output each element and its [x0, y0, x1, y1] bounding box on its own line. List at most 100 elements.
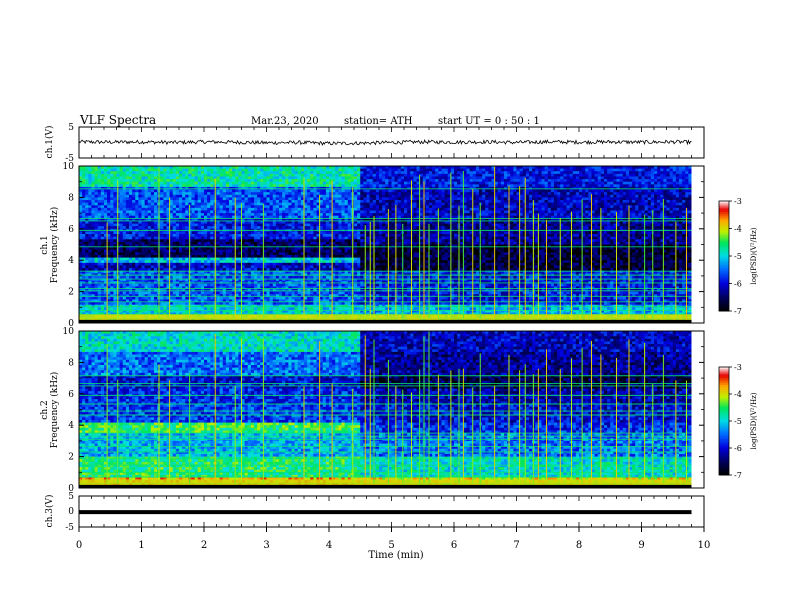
spectrogram-cell	[147, 171, 152, 175]
spectrogram-cell	[266, 218, 271, 222]
spectrogram-cell	[313, 247, 317, 251]
spectrogram-cell	[163, 197, 167, 201]
spectrogram-cell	[279, 220, 283, 224]
spectrogram-cell	[260, 218, 264, 222]
spectrogram-cell	[285, 168, 289, 172]
spectrogram-cell	[304, 270, 308, 274]
spectrogram-cell	[238, 291, 242, 295]
spectrogram-cell	[135, 262, 139, 266]
spectrogram-cell	[166, 226, 171, 230]
spectrogram-cell	[216, 166, 221, 170]
spectrogram-cell	[160, 309, 164, 313]
spectrogram-cell	[150, 197, 155, 201]
spectrogram-cell	[85, 194, 89, 198]
spectrogram-cell	[94, 294, 99, 298]
spectrogram-cell	[307, 207, 311, 211]
spectrogram-cell	[250, 200, 255, 204]
spectrogram-cell	[219, 181, 224, 185]
spectrogram-cell	[150, 249, 155, 253]
spectrogram-cell	[272, 215, 277, 219]
spectrogram-cell	[254, 223, 258, 227]
spectrogram-cell	[116, 166, 121, 170]
spectrogram-cell	[82, 249, 86, 253]
spectrogram-cell	[329, 176, 333, 180]
spectrogram-cell	[207, 244, 211, 248]
spectrogram-cell	[88, 168, 92, 172]
spectrogram-cell	[225, 223, 230, 227]
spectrogram-cell	[166, 286, 171, 290]
spectrogram-cell	[275, 299, 280, 303]
spectrogram-cell	[297, 302, 302, 306]
spectrogram-cell	[316, 168, 321, 172]
spectrogram-cell	[319, 241, 324, 245]
spectrogram-cell	[244, 181, 249, 185]
spectrogram-cell	[85, 184, 89, 188]
spectrogram-cell	[191, 205, 196, 209]
spectrogram-cell	[107, 275, 111, 279]
spectrogram-cell	[294, 184, 299, 188]
spectrogram-cell	[141, 283, 146, 287]
spectrogram-cell	[229, 223, 233, 227]
spectrogram-cell	[113, 257, 117, 261]
spectrogram-cell	[88, 231, 92, 235]
spectrogram-cell	[185, 291, 189, 295]
spectrogram-cell	[300, 239, 305, 243]
spectrogram-cell	[129, 270, 133, 274]
spectrogram-cell	[244, 234, 249, 238]
spectrogram-cell	[179, 197, 183, 201]
spectrogram-cell	[100, 184, 105, 188]
spectrogram-cell	[107, 194, 111, 198]
spectrogram-cell	[154, 241, 158, 245]
spectrogram-cell	[122, 270, 127, 274]
spectrogram-cell	[304, 257, 308, 261]
spectrogram-cell	[310, 220, 314, 224]
spectrogram-cell	[266, 202, 271, 206]
spectrogram-cell	[82, 286, 86, 290]
spectrogram-cell	[175, 286, 180, 290]
spectrogram-cell	[119, 268, 124, 272]
spectrogram-cell	[100, 260, 105, 264]
spectrogram-cell	[232, 296, 236, 300]
spectrogram-cell	[91, 189, 96, 193]
spectrogram-cell	[132, 283, 136, 287]
spectrogram-cell	[266, 220, 271, 224]
spectrogram-cell	[263, 197, 267, 201]
spectrogram-cell	[222, 278, 227, 282]
spectrogram-cell	[216, 262, 221, 266]
spectrogram-cell	[104, 265, 108, 269]
spectrogram-cell	[185, 202, 189, 206]
spectrogram-cell	[260, 249, 264, 253]
spectrogram-cell	[285, 299, 289, 303]
spectrogram-cell	[285, 270, 289, 274]
spectrogram-cell	[282, 176, 286, 180]
spectrogram-cell	[254, 244, 258, 248]
spectrogram-cell	[125, 296, 130, 300]
spectrogram-cell	[166, 218, 171, 222]
spectrogram-cell	[147, 173, 152, 177]
spectrogram-cell	[79, 260, 83, 264]
spectrogram-cell	[325, 241, 330, 245]
spectrogram-cell	[279, 286, 283, 290]
spectrogram-cell	[322, 194, 327, 198]
spectrogram-cell	[238, 244, 242, 248]
spectrogram-cell	[107, 189, 111, 193]
spectrogram-cell	[266, 309, 271, 313]
spectrogram-cell	[325, 262, 330, 266]
spectrogram-cell	[225, 194, 230, 198]
spectrogram-cell	[160, 226, 164, 230]
spectrogram-cell	[94, 286, 99, 290]
spectrogram-cell	[207, 307, 211, 311]
spectrogram-cell	[113, 239, 117, 243]
spectrogram-cell	[122, 291, 127, 295]
spectrogram-cell	[122, 168, 127, 172]
spectrogram-cell	[88, 244, 92, 248]
spectrogram-cell	[188, 192, 192, 196]
spectrogram-cell	[82, 283, 86, 287]
spectrogram-cell	[238, 223, 242, 227]
spectrogram-cell	[288, 205, 292, 209]
spectrogram-cell	[182, 171, 186, 175]
spectrogram-cell	[116, 168, 121, 172]
spectrogram-cell	[172, 302, 177, 306]
spectrogram-cell	[275, 249, 280, 253]
spectrogram-cell	[207, 189, 211, 193]
